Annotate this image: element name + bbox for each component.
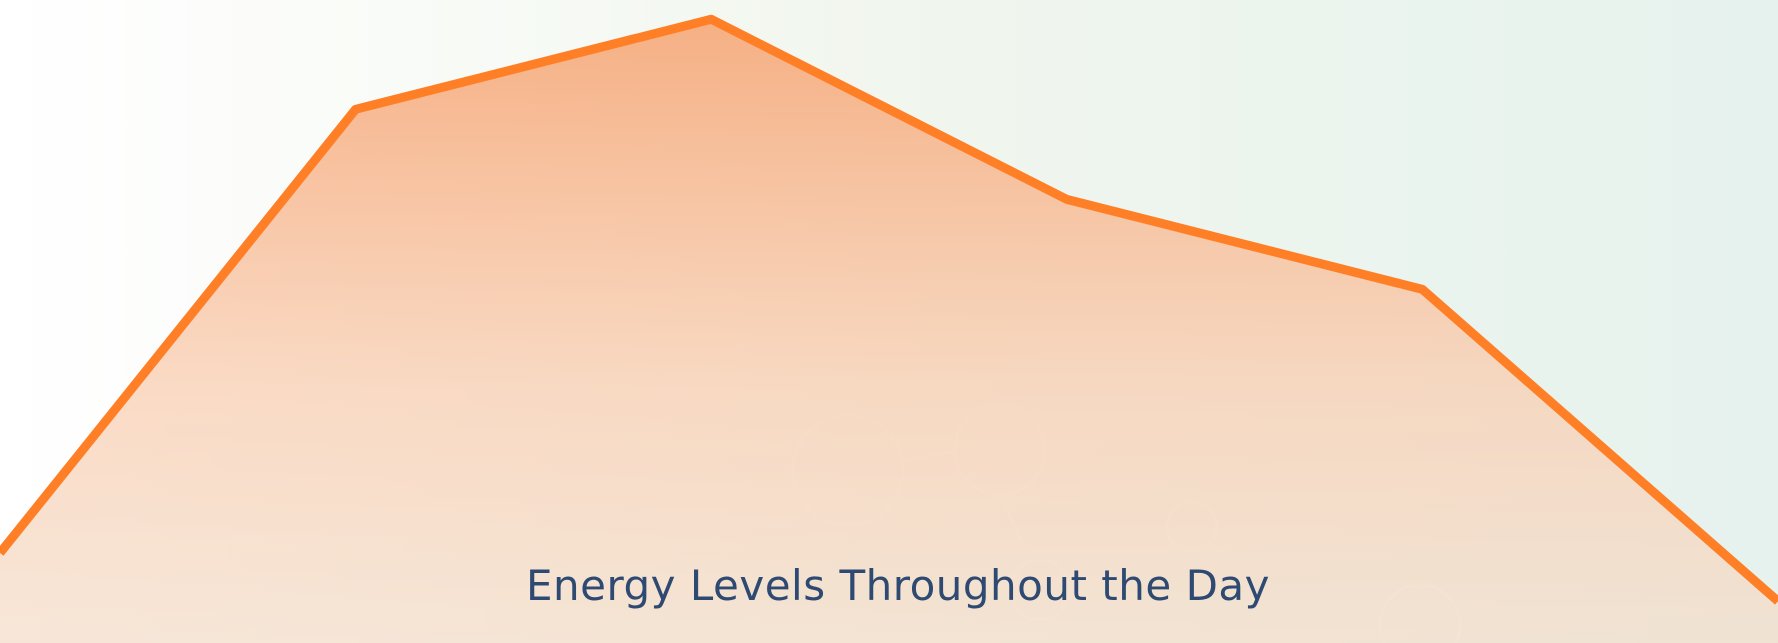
data-line [0, 14, 1778, 605]
plot-area [0, 14, 1778, 643]
area-fill [0, 19, 1778, 643]
chart-title: Energy Levels Throughout the Day [526, 561, 1270, 610]
